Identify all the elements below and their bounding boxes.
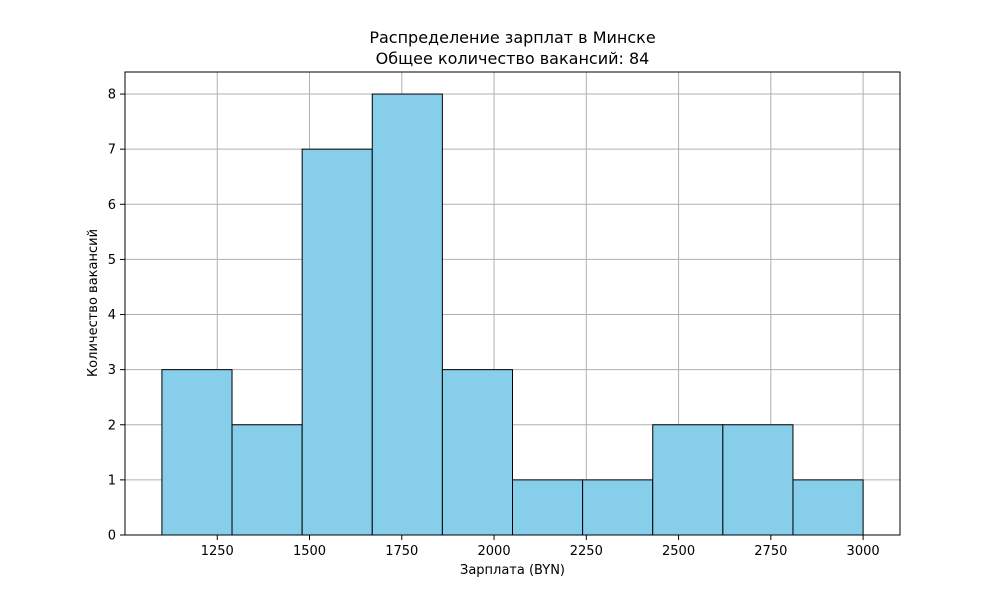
y-tick-label: 4	[108, 308, 116, 323]
x-tick-label: 2500	[662, 544, 695, 559]
axes-frame	[124, 71, 901, 536]
y-tick-label: 0	[108, 529, 116, 544]
y-tick-label: 8	[108, 88, 116, 103]
x-tick-label: 1500	[293, 544, 326, 559]
y-tick-label: 5	[108, 253, 116, 268]
x-tick-label: 2000	[478, 544, 511, 559]
histogram-bars	[161, 93, 864, 536]
y-tick-label: 2	[108, 418, 116, 433]
y-tick-label: 1	[108, 473, 116, 488]
histogram-bar	[652, 424, 724, 536]
x-tick-label: 1250	[201, 544, 234, 559]
y-tick-label: 3	[108, 363, 116, 378]
histogram-bar	[231, 424, 303, 536]
x-axis-label: Зарплата (BYN)	[460, 563, 565, 578]
plot-frame	[124, 71, 901, 536]
histogram-bar	[161, 369, 233, 536]
histogram-bar	[582, 479, 654, 536]
x-tick-label: 1750	[385, 544, 418, 559]
histogram-bar	[371, 93, 443, 536]
histogram-bar	[441, 369, 513, 536]
histogram-bar	[792, 479, 864, 536]
chart-subtitle: Общее количество вакансий: 84	[376, 49, 650, 68]
axis-ticks: 1250 1500 1750 2000 2250 2500 2750 3000 0 1 2 3 4 5 6 7…	[108, 88, 880, 559]
histogram-bar	[512, 479, 584, 536]
histogram-bar	[301, 148, 373, 536]
y-tick-label: 6	[108, 198, 116, 213]
y-axis-label: Количество вакансий	[86, 229, 101, 377]
x-tick-label: 3000	[847, 544, 880, 559]
chart-title: Распределение зарплат в Минске	[369, 28, 655, 47]
x-tick-label: 2750	[754, 544, 787, 559]
y-tick-label: 7	[108, 143, 116, 158]
histogram-bar	[722, 424, 794, 536]
x-tick-label: 2250	[570, 544, 603, 559]
